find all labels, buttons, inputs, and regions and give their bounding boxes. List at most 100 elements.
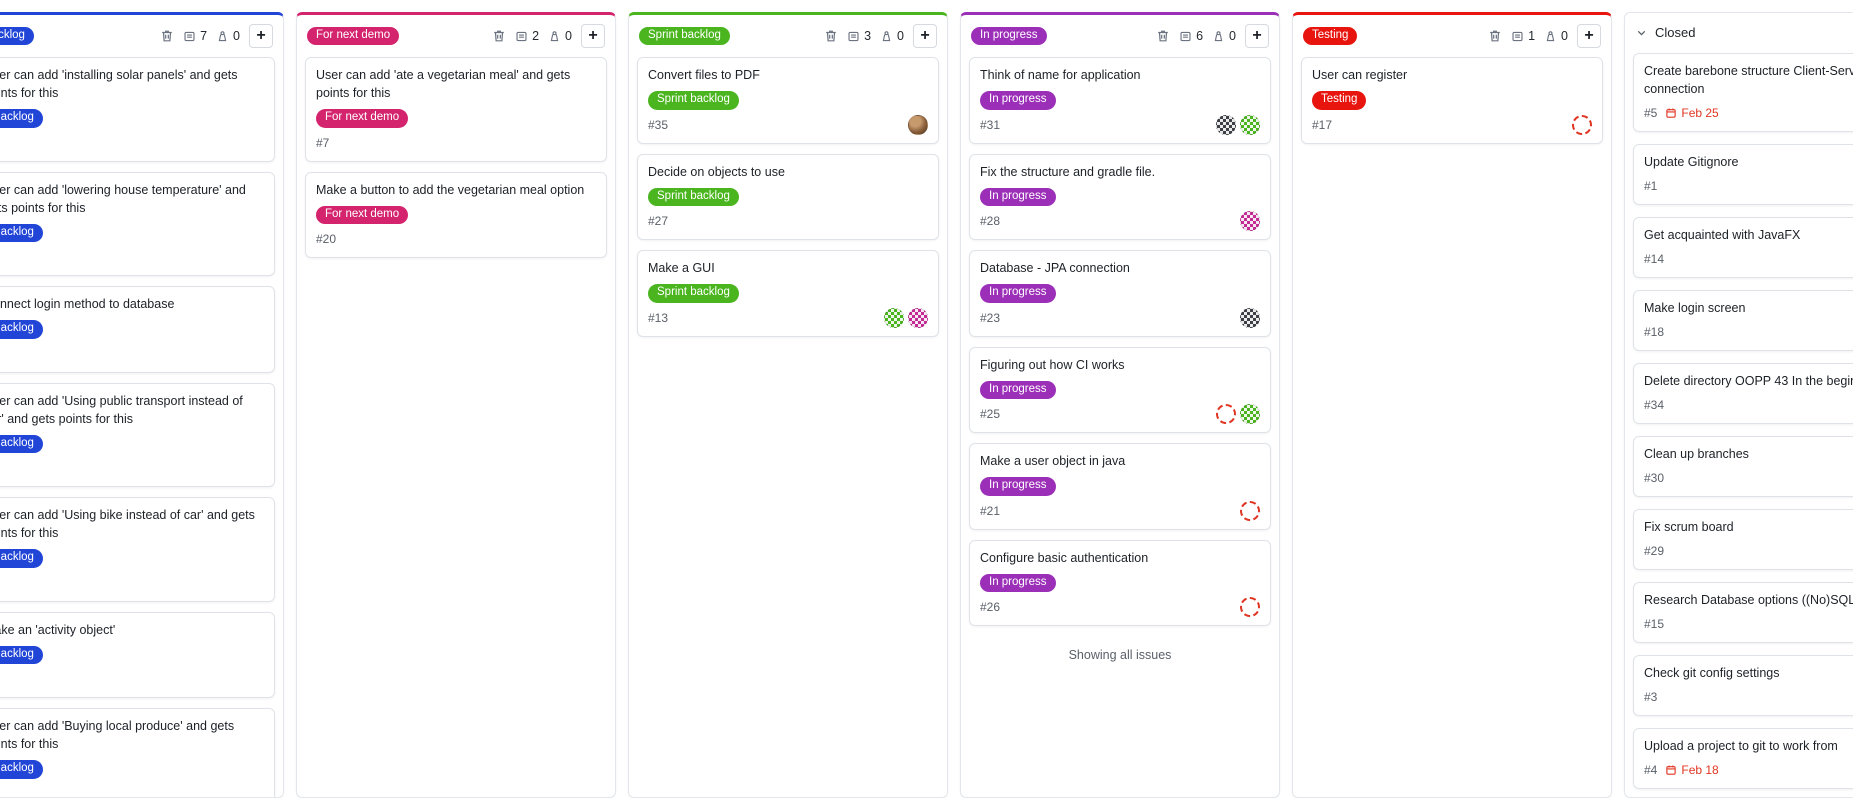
issue-card[interactable]: Decide on objects to use Sprint backlog …: [637, 154, 939, 241]
issue-card[interactable]: User can register Testing #17: [1301, 57, 1603, 144]
delete-list-button[interactable]: [1156, 29, 1170, 43]
card-title[interactable]: Decide on objects to use: [648, 163, 928, 181]
card-label[interactable]: For next demo: [316, 206, 408, 225]
add-issue-button[interactable]: +: [1245, 24, 1269, 48]
card-label[interactable]: Backlog: [0, 435, 43, 454]
card-label[interactable]: Backlog: [0, 224, 43, 243]
closed-issue-card[interactable]: Create barebone structure Client-Server …: [1633, 53, 1853, 132]
issue-card[interactable]: Make an 'activity object' Backlog: [0, 612, 275, 699]
issue-card[interactable]: Make a button to add the vegetarian meal…: [305, 172, 607, 259]
assignee-avatars: [1572, 115, 1592, 135]
card-title[interactable]: Think of name for application: [980, 66, 1260, 84]
issue-card[interactable]: Figuring out how CI works In progress #2…: [969, 347, 1271, 434]
card-title[interactable]: Clean up branches: [1644, 445, 1853, 463]
card-title[interactable]: Create barebone structure Client-Server …: [1644, 62, 1853, 98]
card-title[interactable]: User can add 'ate a vegetarian meal' and…: [316, 66, 596, 102]
card-title[interactable]: Update Gitignore: [1644, 153, 1853, 171]
closed-issue-card[interactable]: Research Database options ((No)SQL?) #15: [1633, 582, 1853, 643]
card-label[interactable]: In progress: [980, 91, 1056, 110]
closed-issue-card[interactable]: Fix scrum board #29: [1633, 509, 1853, 570]
card-footer: #28: [980, 211, 1260, 231]
chevron-down-icon[interactable]: [1635, 26, 1648, 39]
card-title[interactable]: User can add 'installing solar panels' a…: [0, 66, 264, 102]
add-issue-button[interactable]: +: [1577, 24, 1601, 48]
card-footer: #31: [980, 115, 1260, 135]
card-title[interactable]: Configure basic authentication: [980, 549, 1260, 567]
card-label[interactable]: In progress: [980, 188, 1056, 207]
card-title[interactable]: User can add 'lowering house temperature…: [0, 181, 264, 217]
issue-card[interactable]: Configure basic authentication In progre…: [969, 540, 1271, 627]
card-label[interactable]: Sprint backlog: [648, 188, 739, 207]
issue-card[interactable]: User can add 'Buying local produce' and …: [0, 708, 275, 798]
issue-card[interactable]: User can add 'installing solar panels' a…: [0, 57, 275, 162]
card-label[interactable]: For next demo: [316, 109, 408, 128]
card-title[interactable]: Make an 'activity object': [0, 621, 264, 639]
issue-number: #25: [980, 407, 1000, 421]
card-title[interactable]: User can add 'Using bike instead of car'…: [0, 506, 264, 542]
card-title[interactable]: Delete directory OOPP 43 In the beginnin…: [1644, 372, 1853, 390]
closed-issue-card[interactable]: Get acquainted with JavaFX #14: [1633, 217, 1853, 278]
issue-card[interactable]: Convert files to PDF Sprint backlog #35: [637, 57, 939, 144]
delete-list-button[interactable]: [824, 29, 838, 43]
card-title[interactable]: Make a GUI: [648, 259, 928, 277]
add-issue-button[interactable]: +: [249, 24, 273, 48]
card-label[interactable]: Backlog: [0, 549, 43, 568]
delete-list-button[interactable]: [160, 29, 174, 43]
card-title[interactable]: User can add 'Using public transport ins…: [0, 392, 264, 428]
add-issue-button[interactable]: +: [581, 24, 605, 48]
spinner-red: [1240, 501, 1260, 521]
delete-list-button[interactable]: [1488, 29, 1502, 43]
closed-issue-card[interactable]: Check git config settings #3: [1633, 655, 1853, 716]
due-date: Feb 25: [1665, 106, 1718, 120]
closed-issue-card[interactable]: Delete directory OOPP 43 In the beginnin…: [1633, 363, 1853, 424]
issue-card[interactable]: Database - JPA connection In progress #2…: [969, 250, 1271, 337]
card-label[interactable]: Sprint backlog: [648, 91, 739, 110]
card-title[interactable]: User can register: [1312, 66, 1592, 84]
issue-card[interactable]: User can add 'lowering house temperature…: [0, 172, 275, 277]
card-title[interactable]: Research Database options ((No)SQL?): [1644, 591, 1853, 609]
card-label[interactable]: In progress: [980, 381, 1056, 400]
issue-card[interactable]: Fix the structure and gradle file. In pr…: [969, 154, 1271, 241]
card-title[interactable]: Upload a project to git to work from: [1644, 737, 1853, 755]
card-label[interactable]: Backlog: [0, 760, 43, 779]
card-label[interactable]: In progress: [980, 284, 1056, 303]
card-title[interactable]: Make a button to add the vegetarian meal…: [316, 181, 596, 199]
card-footer: #3: [1644, 687, 1853, 707]
card-title[interactable]: Make a user object in java: [980, 452, 1260, 470]
card-label[interactable]: Testing: [1312, 91, 1366, 110]
issue-card[interactable]: Make a user object in java In progress #…: [969, 443, 1271, 530]
card-label[interactable]: Backlog: [0, 320, 43, 339]
card-title[interactable]: Database - JPA connection: [980, 259, 1260, 277]
card-label[interactable]: Backlog: [0, 109, 43, 128]
card-footer: #20: [316, 229, 596, 249]
issue-card[interactable]: Connect login method to database Backlog: [0, 286, 275, 373]
closed-issue-card[interactable]: Make login screen #18: [1633, 290, 1853, 351]
delete-list-button[interactable]: [492, 29, 506, 43]
issue-card[interactable]: User can add 'Using public transport ins…: [0, 383, 275, 488]
closed-issue-card[interactable]: Update Gitignore #1: [1633, 144, 1853, 205]
card-label[interactable]: In progress: [980, 477, 1056, 496]
card-label[interactable]: Sprint backlog: [648, 284, 739, 303]
issue-card[interactable]: Make a GUI Sprint backlog #13: [637, 250, 939, 337]
card-title[interactable]: Get acquainted with JavaFX: [1644, 226, 1853, 244]
add-issue-button[interactable]: +: [913, 24, 937, 48]
issues-count-icon: [515, 30, 528, 43]
card-label[interactable]: Backlog: [0, 646, 43, 665]
issue-card[interactable]: User can add 'ate a vegetarian meal' and…: [305, 57, 607, 162]
card-label[interactable]: In progress: [980, 574, 1056, 593]
issue-card[interactable]: Think of name for application In progres…: [969, 57, 1271, 144]
assignee-avatars: [1216, 404, 1260, 424]
closed-issue-card[interactable]: Upload a project to git to work from #4 …: [1633, 728, 1853, 789]
card-title[interactable]: Fix the structure and gradle file.: [980, 163, 1260, 181]
issue-card[interactable]: User can add 'Using bike instead of car'…: [0, 497, 275, 602]
card-title[interactable]: Check git config settings: [1644, 664, 1853, 682]
card-title[interactable]: Make login screen: [1644, 299, 1853, 317]
card-title[interactable]: Connect login method to database: [0, 295, 264, 313]
card-title[interactable]: Figuring out how CI works: [980, 356, 1260, 374]
card-title[interactable]: Convert files to PDF: [648, 66, 928, 84]
closed-list-header[interactable]: Closed: [1625, 13, 1853, 52]
spinner-red: [1216, 404, 1236, 424]
card-title[interactable]: User can add 'Buying local produce' and …: [0, 717, 264, 753]
card-title[interactable]: Fix scrum board: [1644, 518, 1853, 536]
closed-issue-card[interactable]: Clean up branches #30: [1633, 436, 1853, 497]
